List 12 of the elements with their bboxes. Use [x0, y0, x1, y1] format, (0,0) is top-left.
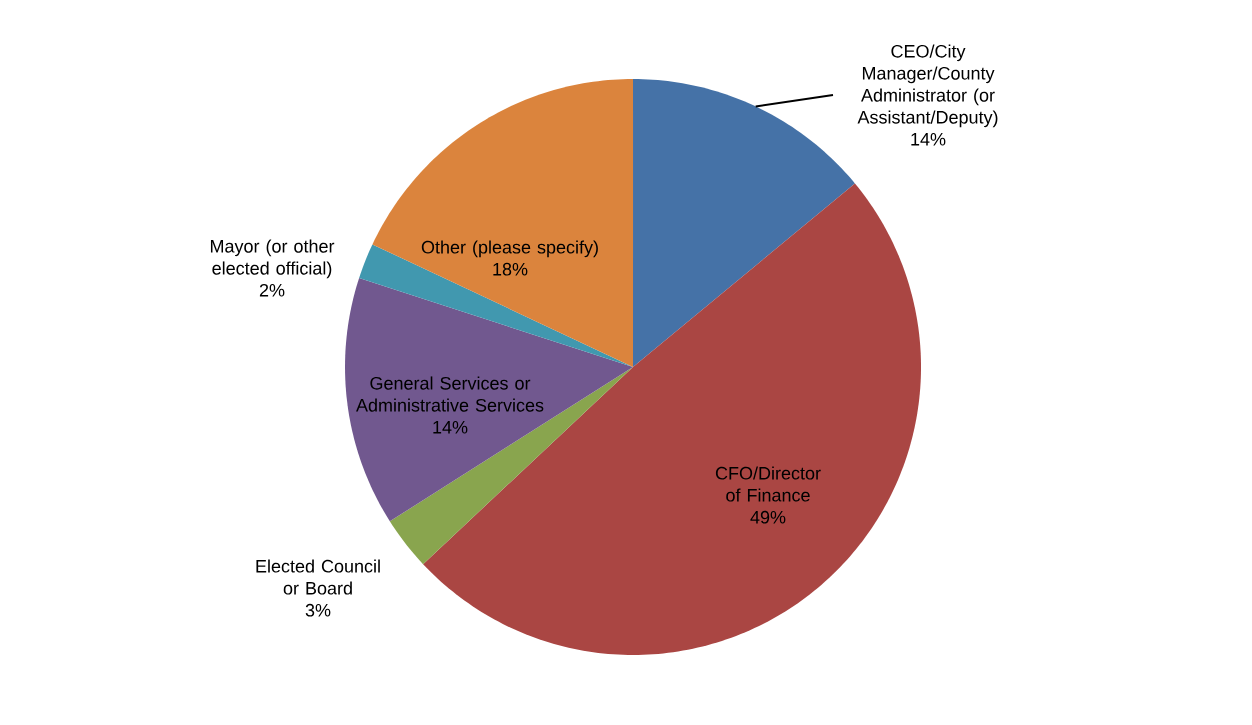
slice-label: Mayor (or other elected official) [210, 239, 335, 279]
slice-label: CEO/City Manager/County Administrator (or Assistant/Deputy) [857, 44, 998, 128]
slice-label: Elected Council or Board [256, 559, 380, 595]
data-label: 18% [493, 262, 528, 276]
data-label: 14% [433, 420, 468, 434]
data-label: 3% [305, 603, 331, 617]
data-label: 14% [911, 132, 946, 146]
slice-label: Other (please specify) [421, 240, 598, 258]
data-label: 49% [750, 510, 786, 524]
data-label: 2% [259, 283, 285, 297]
slice-label: CFO/Director of Finance [715, 466, 821, 502]
slice-label: General Services or Administrative Services [356, 376, 544, 412]
